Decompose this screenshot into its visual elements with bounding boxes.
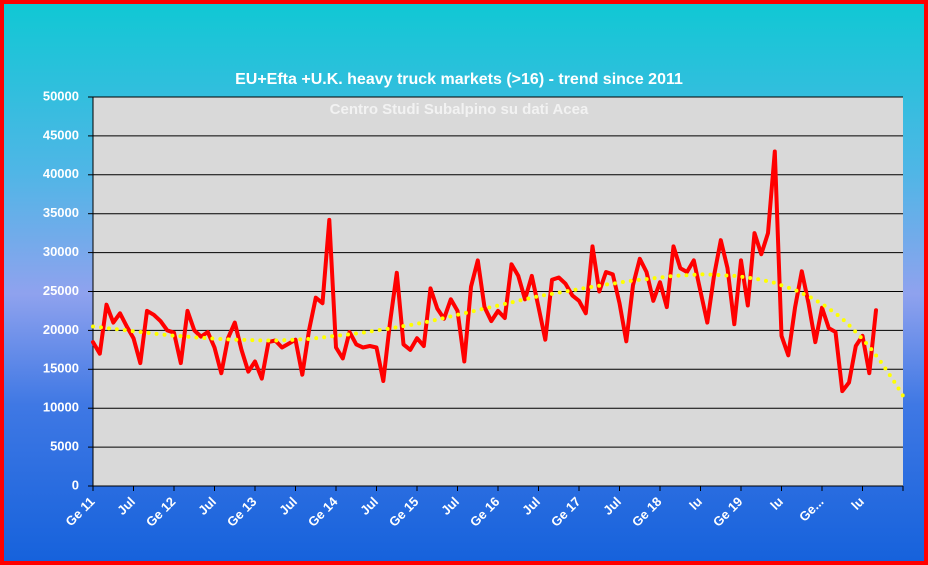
x-tick-label: Ge 18: [629, 494, 665, 530]
x-tick-label: lu: [848, 494, 867, 513]
x-tick-label: Jul: [438, 494, 462, 518]
x-tick-label: Ge 11: [62, 494, 97, 529]
x-tick-label: Ge 15: [386, 494, 422, 530]
x-tick-label: Jul: [519, 494, 543, 518]
x-tick-label: Ge 19: [710, 494, 746, 530]
x-tick-label: Jul: [195, 494, 219, 518]
x-tick-label: Jul: [357, 494, 381, 518]
y-tick-label: 20000: [43, 322, 79, 337]
y-tick-label: 45000: [43, 127, 79, 142]
x-tick-label: Ge 16: [467, 494, 503, 530]
x-tick-label: Jul: [600, 494, 624, 518]
x-tick-label: Ge...: [796, 494, 827, 525]
x-tick-label: lu: [686, 494, 705, 513]
x-tick-label: Jul: [114, 494, 138, 518]
x-tick-label: lu: [767, 494, 786, 513]
y-tick-label: 5000: [50, 439, 79, 454]
y-tick-label: 40000: [43, 166, 79, 181]
y-tick-label: 25000: [43, 283, 79, 298]
chart: EU+Efta +U.K. heavy truck markets (>16) …: [43, 71, 905, 530]
chart-title: EU+Efta +U.K. heavy truck markets (>16) …: [235, 71, 683, 88]
data-line: [91, 149, 878, 394]
y-tick-label: 0: [72, 477, 79, 492]
y-tick-label: 15000: [43, 361, 79, 376]
x-tick-label: Jul: [276, 494, 300, 518]
x-tick-label: Ge 13: [224, 494, 260, 530]
x-tick-label: Ge 17: [548, 494, 584, 530]
x-tick-label: Ge 12: [143, 494, 179, 530]
y-tick-label: 30000: [43, 244, 79, 259]
chart-subtitle: Centro Studi Subalpino su dati Acea: [330, 101, 589, 118]
x-tick-label: Ge 14: [305, 493, 341, 529]
y-tick-label: 50000: [43, 88, 79, 103]
y-tick-label: 10000: [43, 400, 79, 415]
y-tick-label: 35000: [43, 205, 79, 220]
trend-line: [91, 272, 905, 398]
